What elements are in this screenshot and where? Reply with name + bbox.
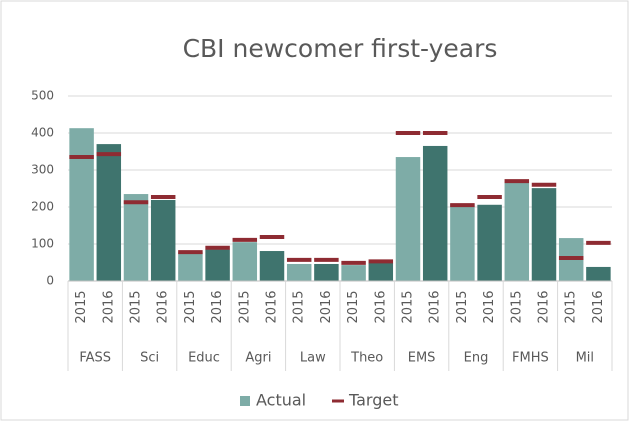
bar — [586, 266, 611, 281]
y-tick-label: 400 — [31, 126, 54, 140]
bar — [259, 251, 285, 281]
group-label: Law — [300, 351, 326, 366]
bar — [477, 204, 502, 281]
group-label: Eng — [464, 351, 489, 366]
legend-label: Target — [348, 391, 399, 410]
bar — [341, 265, 366, 281]
x-tick-label: 2016 — [591, 290, 606, 323]
group-label: FASS — [79, 351, 111, 366]
x-tick-label: 2016 — [265, 290, 280, 323]
bar — [314, 263, 339, 281]
x-tick-label: 2015 — [237, 290, 252, 323]
x-tick-label: 2016 — [373, 290, 388, 323]
x-tick-label: 2015 — [401, 290, 416, 323]
x-tick-label: 2015 — [74, 290, 89, 323]
x-tick-label: 2016 — [319, 290, 334, 323]
x-tick-label: 2016 — [428, 290, 443, 323]
bar — [504, 182, 530, 281]
y-tick-label: 500 — [31, 89, 54, 103]
x-tick-label: 2016 — [210, 290, 225, 323]
chart-title: CBI newcomer first-years — [183, 34, 498, 63]
group-label: Theo — [350, 351, 383, 366]
x-tick-label: 2015 — [509, 290, 524, 323]
x-tick-label: 2016 — [537, 290, 552, 323]
x-tick-label: 2015 — [183, 290, 198, 323]
y-tick-label: 0 — [46, 274, 54, 288]
bar — [232, 242, 258, 281]
bar — [96, 144, 122, 281]
legend-swatch — [240, 396, 250, 406]
bar — [531, 188, 557, 281]
x-tick-label: 2016 — [482, 290, 497, 323]
bar — [150, 199, 176, 281]
x-tick-label: 2015 — [346, 290, 361, 323]
y-tick-label: 300 — [31, 163, 54, 177]
y-tick-label: 100 — [31, 237, 54, 251]
bar — [395, 157, 421, 281]
bar — [422, 145, 448, 281]
x-tick-label: 2016 — [101, 290, 116, 323]
x-tick-label: 2015 — [564, 290, 579, 323]
group-label: EMS — [408, 351, 436, 366]
legend-label: Actual — [256, 391, 306, 410]
x-tick-label: 2015 — [455, 290, 470, 323]
group-label: Educ — [188, 351, 220, 366]
bar — [450, 204, 475, 281]
bar — [368, 262, 394, 281]
y-tick-label: 200 — [31, 200, 54, 214]
group-label: FMHS — [512, 351, 549, 366]
x-tick-label: 2016 — [156, 290, 171, 323]
group-label: Agri — [245, 351, 271, 366]
group-label: Sci — [140, 351, 159, 366]
bar — [178, 252, 203, 281]
x-tick-label: 2015 — [292, 290, 307, 323]
bar — [286, 263, 312, 281]
group-label: Mil — [576, 351, 594, 366]
bar — [69, 128, 94, 281]
bar — [205, 249, 230, 281]
x-tick-label: 2015 — [129, 290, 144, 323]
bar — [123, 194, 149, 281]
